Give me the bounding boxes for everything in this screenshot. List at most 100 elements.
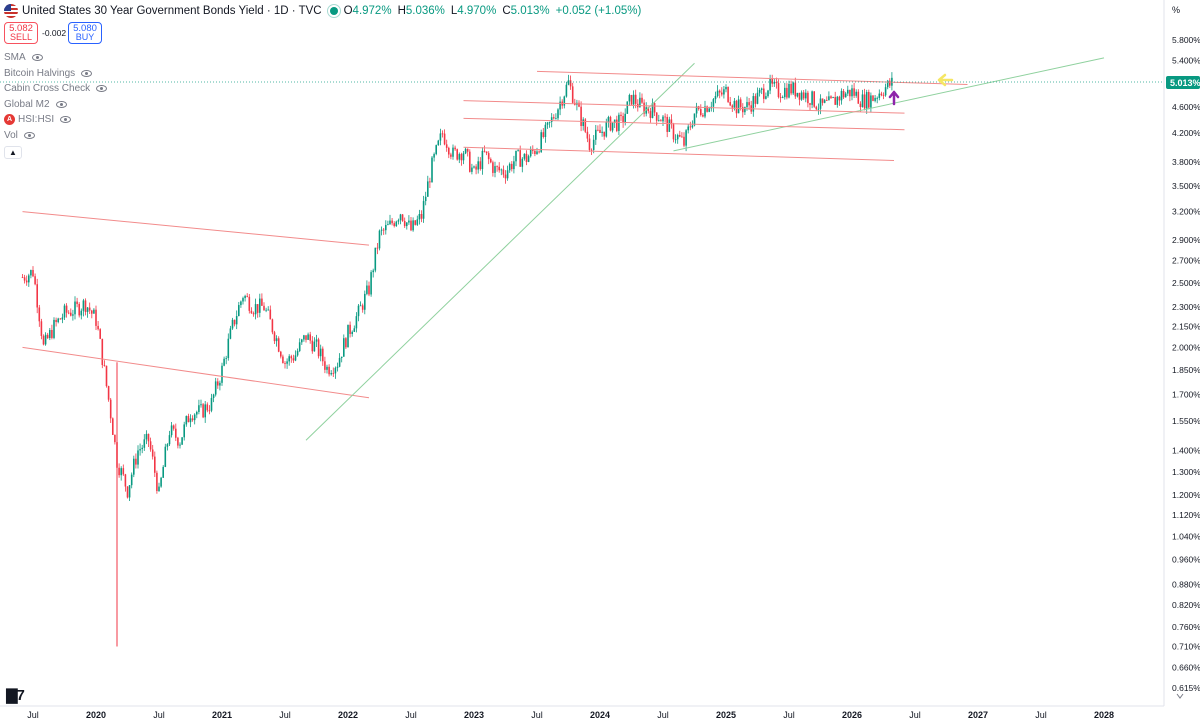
candle <box>275 335 278 347</box>
candle <box>742 103 744 118</box>
price-tick-label: 0.880% <box>1172 580 1200 590</box>
candle <box>298 338 301 353</box>
candle <box>191 415 194 422</box>
candle <box>189 414 192 428</box>
time-tick-label: 2021 <box>212 710 232 719</box>
trendlines[interactable] <box>22 57 1105 441</box>
candle <box>626 101 629 114</box>
symbol-title[interactable]: United States 30 Year Government Bonds Y… <box>22 5 322 17</box>
indicator-label: Bitcoin Halvings <box>4 67 76 79</box>
indicator-global-m2[interactable]: Global M2 <box>4 97 107 113</box>
candle <box>393 221 395 228</box>
candle <box>42 334 45 346</box>
candle <box>584 118 587 134</box>
purple-up-arrow-icon[interactable] <box>888 90 900 106</box>
candle <box>561 99 563 109</box>
red-trendline[interactable] <box>22 211 370 246</box>
eye-icon[interactable] <box>31 54 43 62</box>
candle <box>30 269 32 279</box>
candle <box>477 156 479 174</box>
candle <box>805 89 807 103</box>
eye-icon[interactable] <box>60 116 72 124</box>
candle <box>536 147 538 155</box>
red-trendline[interactable] <box>463 100 905 114</box>
candle <box>250 307 253 314</box>
indicator-bitcoin-halvings[interactable]: Bitcoin Halvings <box>4 66 107 82</box>
green-trendline[interactable] <box>305 62 695 441</box>
candle <box>504 170 507 184</box>
last-price-text: 5.013% <box>1170 78 1200 88</box>
indicator-label: HSI:HSI <box>18 114 55 126</box>
candle <box>441 130 444 138</box>
candle <box>542 128 545 139</box>
candle <box>836 95 839 108</box>
candle <box>475 164 477 175</box>
price-tick-label: 0.660% <box>1172 663 1200 673</box>
candle <box>513 155 515 174</box>
candle <box>294 350 297 362</box>
candle <box>565 81 568 98</box>
candle <box>145 430 148 445</box>
yellow-left-arrow-icon[interactable] <box>937 73 954 87</box>
candle <box>828 91 830 101</box>
candle <box>76 297 78 308</box>
candle <box>336 362 339 372</box>
indicator-cabin-cross-check[interactable]: Cabin Cross Check <box>4 81 108 97</box>
collapse-legend-button[interactable]: ▲ <box>4 146 22 159</box>
red-trendline[interactable] <box>536 70 968 85</box>
buy-button[interactable]: 5.080 BUY <box>68 22 102 44</box>
eye-icon[interactable] <box>81 69 93 77</box>
indicator-hsi[interactable]: A HSI:HSI <box>4 112 107 128</box>
candle <box>863 88 866 111</box>
candle <box>248 294 251 314</box>
candle <box>328 364 330 377</box>
candle <box>391 218 393 226</box>
candle <box>242 296 244 305</box>
green-trendline[interactable] <box>673 57 1105 152</box>
price-tick-label: 3.500% <box>1172 181 1200 191</box>
candle <box>821 98 824 106</box>
candle <box>370 270 372 297</box>
candle <box>277 336 280 353</box>
eye-icon[interactable] <box>55 100 67 108</box>
annotation-arrows[interactable] <box>888 73 954 106</box>
candle <box>847 85 849 97</box>
time-tick-label: 2020 <box>86 710 106 719</box>
red-trendline[interactable] <box>22 346 370 399</box>
eye-icon[interactable] <box>23 131 35 139</box>
candle <box>72 309 74 321</box>
eye-icon[interactable] <box>96 85 108 93</box>
candle <box>842 89 845 100</box>
candle <box>200 399 202 408</box>
candle <box>592 135 595 154</box>
candle <box>473 165 475 169</box>
candle <box>25 275 28 286</box>
sell-button[interactable]: 5.082 SELL <box>4 22 38 44</box>
candle <box>840 88 843 105</box>
tradingview-logo-icon: ▇7 <box>6 687 25 704</box>
time-axis[interactable]: Jul 2020 Jul 2021 Jul 2022 Jul 2023 Jul 2024 Jul 20… <box>27 710 1114 719</box>
candle <box>372 268 374 278</box>
candle <box>164 443 167 468</box>
candle <box>280 350 282 359</box>
candle <box>107 385 110 402</box>
candle <box>179 442 181 449</box>
candle <box>758 87 761 97</box>
candle <box>233 319 236 327</box>
candle <box>343 334 345 357</box>
red-trendline[interactable] <box>463 117 905 131</box>
axis-settings-icon[interactable] <box>1176 693 1184 699</box>
low-value: 4.970% <box>457 5 497 17</box>
price-tick-label: 0.820% <box>1172 600 1200 610</box>
indicator-vol[interactable]: Vol <box>4 128 107 144</box>
candle <box>261 293 263 306</box>
candle <box>86 307 89 318</box>
candle <box>515 150 517 167</box>
candle <box>487 151 490 165</box>
red-trendline[interactable] <box>463 146 895 161</box>
candle <box>223 356 225 367</box>
time-tick-label: 2023 <box>464 710 484 719</box>
indicator-sma[interactable]: SMA <box>4 50 107 66</box>
price-axis[interactable]: % 5.800% 5.400% 4.600% 4.200% 3.800% 3.500% 3.… <box>1172 5 1200 693</box>
